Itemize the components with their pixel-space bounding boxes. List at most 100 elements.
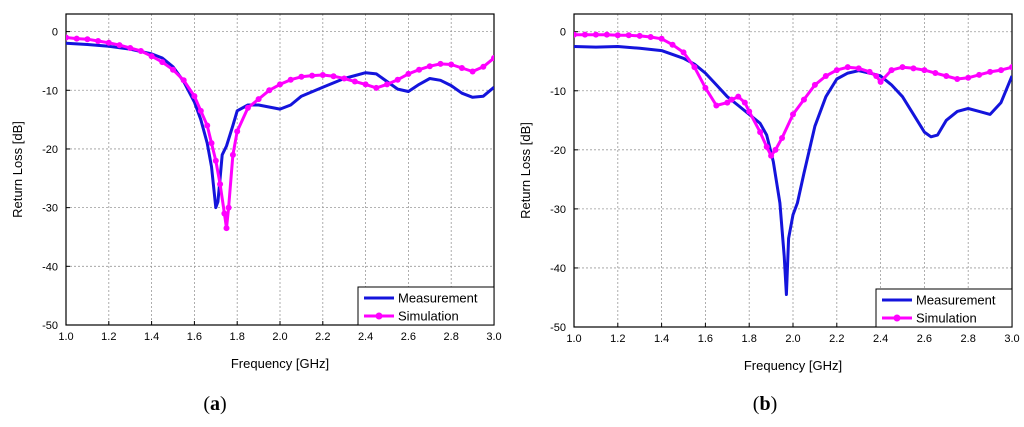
data-point [614, 32, 621, 39]
y-axis-label: Return Loss [dB] [518, 122, 533, 219]
y-tick-label: -30 [42, 203, 58, 215]
data-point [603, 31, 610, 38]
data-point [255, 96, 262, 103]
data-point [341, 75, 348, 82]
x-tick-label: 1.0 [58, 331, 73, 343]
y-tick-label: -20 [550, 145, 566, 157]
x-tick-label: 2.4 [358, 331, 373, 343]
grid-lines [66, 14, 494, 325]
data-point [95, 37, 102, 44]
data-point [728, 96, 735, 103]
data-point [287, 76, 294, 83]
data-point [217, 181, 224, 188]
data-point [416, 66, 423, 73]
data-point [137, 47, 144, 54]
data-point [309, 72, 316, 79]
data-point [768, 152, 775, 159]
data-point [225, 204, 232, 211]
data-point [932, 70, 939, 77]
y-tick-label: -40 [42, 261, 58, 273]
grid-lines [574, 14, 1012, 327]
x-tick-label: 2.2 [315, 331, 330, 343]
legend: Measurement Simulation [875, 288, 1013, 328]
data-point [581, 31, 588, 38]
data-point [266, 87, 273, 94]
data-point [772, 146, 779, 153]
data-point [574, 31, 577, 38]
x-tick-label: 2.4 [873, 333, 888, 345]
data-point [180, 77, 187, 84]
legend-label-simulation: Simulation [916, 311, 977, 326]
legend-label-simulation: Simulation [398, 309, 459, 324]
x-tick-label: 2.2 [829, 333, 844, 345]
data-point [669, 41, 676, 48]
data-point [779, 135, 786, 142]
data-point [746, 108, 753, 115]
panel-label: (b) [753, 393, 777, 415]
data-point [822, 73, 829, 80]
data-point [702, 84, 709, 91]
data-point [855, 65, 862, 72]
data-point [170, 66, 176, 73]
data-point [208, 140, 215, 147]
data-point [394, 76, 401, 83]
data-point [319, 72, 326, 79]
data-point [899, 64, 906, 71]
data-point [148, 53, 155, 60]
data-point [1009, 64, 1012, 71]
data-point [625, 32, 632, 39]
data-point [491, 55, 494, 62]
data-point [800, 96, 807, 103]
data-point [790, 111, 796, 118]
data-point [888, 67, 895, 74]
data-point [844, 64, 851, 71]
y-tick-label: -10 [42, 85, 58, 97]
chart-panel-a: 1.0 1.2 1.4 1.6 1.8 2.0 2.2 2.4 2.6 2.8 3.0 0 -10 -20… [10, 13, 502, 415]
data-point [448, 61, 455, 68]
data-point [910, 65, 917, 72]
x-tick-label: 1.4 [144, 331, 159, 343]
data-point [351, 78, 358, 85]
data-point [998, 67, 1005, 74]
data-point [921, 67, 928, 74]
data-point [298, 73, 305, 80]
y-tick-label: 0 [52, 27, 58, 39]
legend-marker [893, 314, 901, 322]
x-tick-label: 1.4 [654, 333, 669, 345]
data-point [480, 63, 487, 70]
data-point [244, 104, 251, 111]
legend-label-measurement: Measurement [916, 293, 996, 308]
data-point [954, 75, 961, 82]
x-tick-label: 1.6 [698, 333, 713, 345]
data-point [647, 34, 654, 41]
x-tick-label: 2.6 [917, 333, 932, 345]
legend: Measurement Simulation [357, 286, 495, 326]
data-point [833, 67, 840, 74]
data-point [73, 35, 80, 42]
data-point [713, 102, 720, 109]
data-point [437, 60, 444, 67]
data-point [405, 70, 412, 77]
x-tick-label: 3.0 [1004, 333, 1019, 345]
data-point [976, 71, 983, 78]
series-simulation [574, 31, 1012, 159]
legend-marker [375, 312, 383, 320]
data-point [362, 81, 369, 88]
data-point [469, 68, 476, 75]
data-point [965, 74, 972, 81]
x-tick-label: 2.0 [785, 333, 800, 345]
data-point [229, 151, 236, 158]
data-point [127, 45, 134, 52]
x-tick-label: 1.2 [610, 333, 625, 345]
data-point [658, 35, 665, 42]
x-tick-label: 1.6 [187, 331, 202, 343]
data-point [763, 143, 770, 150]
data-point [866, 68, 873, 75]
x-axis-label: Frequency [GHz] [231, 356, 329, 371]
data-point [277, 81, 283, 88]
data-point [636, 32, 643, 39]
y-axis-label: Return Loss [dB] [10, 121, 25, 218]
x-tick-label: 1.0 [566, 333, 581, 345]
series-simulation [66, 34, 494, 232]
data-point [221, 210, 228, 217]
